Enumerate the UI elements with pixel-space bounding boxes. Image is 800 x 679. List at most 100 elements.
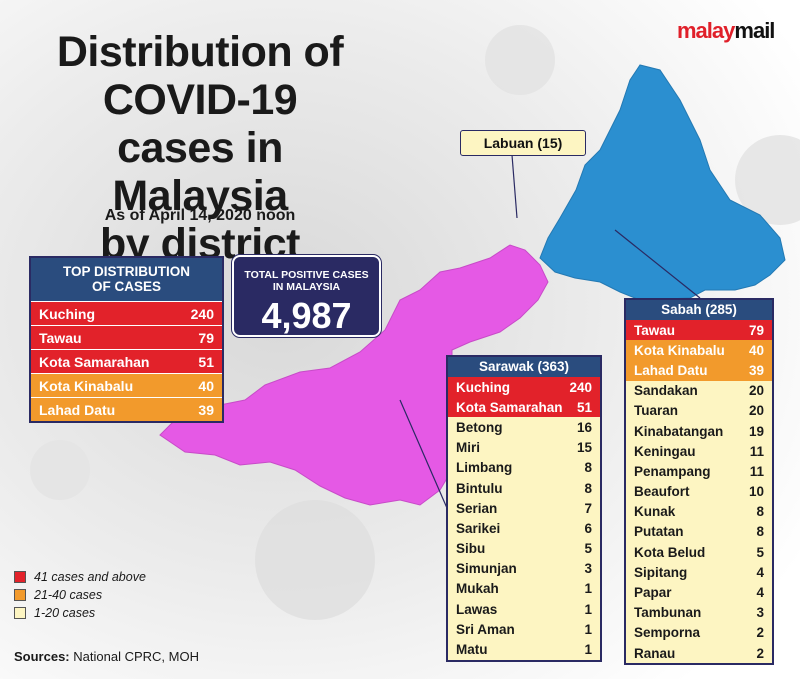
- sabah-district-name: Keningau: [634, 443, 696, 459]
- top-distribution-district-name: Tawau: [39, 329, 82, 346]
- sarawak-table: Sarawak (363) Kuching 240 Kota Samarahan 51…: [446, 355, 602, 662]
- subtitle-date: As of April 14, 2020 noon: [104, 207, 296, 224]
- legend-item: 21-40 cases: [14, 586, 146, 604]
- sabah-district-name: Lahad Datu: [634, 362, 708, 378]
- sabah-row: Kota Belud 5: [626, 542, 772, 563]
- top-distribution-case-count: 51: [198, 353, 214, 370]
- legend-swatch: [14, 571, 26, 583]
- top-distribution-row: Kota Kinabalu 40: [31, 373, 222, 397]
- sarawak-row: Miri 15: [448, 437, 600, 458]
- sarawak-case-count: 16: [576, 419, 592, 435]
- top-distribution-rows: Kuching 240 Tawau 79 Kota Samarahan 51 Kota Ki…: [31, 301, 222, 421]
- sarawak-row: Sibu 5: [448, 538, 600, 559]
- sarawak-district-name: Sri Aman: [456, 621, 515, 637]
- sarawak-row: Lawas 1: [448, 599, 600, 620]
- sabah-case-count: 2: [756, 645, 764, 661]
- top-distribution-row: Kota Samarahan 51: [31, 349, 222, 373]
- sarawak-district-name: Miri: [456, 440, 481, 456]
- top-distribution-district-name: Kota Kinabalu: [39, 377, 134, 394]
- sarawak-case-count: 1: [584, 621, 592, 637]
- sarawak-row: Bintulu 8: [448, 477, 600, 499]
- sabah-district-name: Papar: [634, 585, 672, 601]
- sarawak-rows: Kuching 240 Kota Samarahan 51 Betong 16 Miri 15…: [448, 377, 600, 660]
- sabah-rows: Tawau 79 Kota Kinabalu 40 Lahad Datu 39 Sandak…: [626, 320, 772, 664]
- sabah-district-name: Semporna: [634, 625, 701, 641]
- top-distribution-header-line1: TOP DISTRIBUTION: [62, 264, 190, 279]
- sabah-case-count: 5: [756, 544, 764, 560]
- legend-swatch: [14, 607, 26, 619]
- top-distribution-row: Tawau 79: [31, 325, 222, 349]
- sources-text: National CPRC, MOH: [73, 649, 199, 664]
- sabah-row: Penampang 11: [626, 461, 772, 482]
- sarawak-row: Simunjan 3: [448, 558, 600, 579]
- sarawak-district-name: Matu: [456, 642, 488, 658]
- sarawak-case-count: 3: [584, 561, 592, 577]
- sabah-row: Sandakan 20: [626, 380, 772, 401]
- top-distribution-district-name: Kuching: [39, 305, 95, 322]
- sarawak-district-name: Betong: [456, 419, 503, 435]
- legend: 41 cases and above 21-40 cases 1-20 cases: [14, 568, 146, 622]
- sarawak-row: Kuching 240: [448, 377, 600, 398]
- sarawak-district-name: Simunjan: [456, 561, 517, 577]
- sabah-district-name: Kota Kinabalu: [634, 342, 725, 358]
- top-distribution-row: Kuching 240: [31, 301, 222, 325]
- total-cases-value: 4,987: [261, 295, 352, 336]
- sabah-case-count: 20: [748, 403, 764, 419]
- sabah-case-count: 39: [748, 362, 764, 378]
- sabah-district-name: Kinabatangan: [634, 423, 724, 439]
- sabah-row: Tuaran 20: [626, 400, 772, 421]
- sarawak-district-name: Serian: [456, 500, 498, 516]
- sarawak-case-count: 1: [584, 642, 592, 658]
- sabah-case-count: 2: [756, 625, 764, 641]
- sarawak-row: Sarikei 6: [448, 518, 600, 539]
- sabah-case-count: 8: [756, 524, 764, 540]
- sabah-district-name: Kota Belud: [634, 544, 706, 560]
- sabah-case-count: 11: [749, 463, 764, 479]
- sarawak-case-count: 6: [584, 520, 592, 536]
- labuan-callout: Labuan (15): [460, 130, 586, 156]
- legend-item: 1-20 cases: [14, 604, 146, 622]
- sarawak-case-count: 7: [584, 500, 592, 516]
- sabah-case-count: 4: [756, 564, 764, 580]
- logo-text-mail: mail: [734, 18, 775, 43]
- sarawak-row: Betong 16: [448, 417, 600, 438]
- sabah-row: Beaufort 10: [626, 481, 772, 502]
- sabah-row: Kota Kinabalu 40: [626, 340, 772, 361]
- top-distribution-header: TOP DISTRIBUTION OF CASES: [31, 258, 222, 301]
- sabah-table-header: Sabah (285): [626, 300, 772, 320]
- sarawak-district-name: Bintulu: [456, 480, 503, 496]
- sources-note: Sources: National CPRC, MOH: [14, 649, 199, 664]
- sabah-row: Semporna 2: [626, 622, 772, 643]
- sarawak-district-name: Kota Samarahan: [456, 399, 563, 415]
- sabah-case-count: 11: [749, 443, 764, 459]
- sabah-district-name: Tambunan: [634, 605, 702, 621]
- total-cases-box: TOTAL POSITIVE CASES IN MALAYSIA 4,987: [232, 255, 381, 337]
- sarawak-case-count: 15: [576, 440, 592, 456]
- sabah-district-name: Beaufort: [634, 484, 690, 500]
- legend-item: 41 cases and above: [14, 568, 146, 586]
- top-distribution-header-line2: OF CASES: [91, 279, 161, 294]
- top-distribution-case-count: 40: [198, 377, 214, 394]
- sarawak-district-name: Lawas: [456, 601, 498, 617]
- sabah-case-count: 20: [748, 383, 764, 399]
- sabah-case-count: 8: [756, 504, 764, 520]
- title-line-1: Distribution of: [56, 28, 344, 76]
- sarawak-case-count: 1: [584, 601, 592, 617]
- sabah-row: Kunak 8: [626, 501, 772, 522]
- total-cases-label: TOTAL POSITIVE CASES IN MALAYSIA: [234, 269, 379, 293]
- sabah-row: Kinabatangan 19: [626, 420, 772, 442]
- sabah-case-count: 40: [748, 342, 764, 358]
- sabah-district-name: Kunak: [634, 504, 676, 520]
- sabah-row: Lahad Datu 39: [626, 360, 772, 381]
- sarawak-case-count: 8: [584, 480, 592, 496]
- sabah-map-shape: [539, 64, 786, 301]
- sabah-row: Papar 4: [626, 582, 772, 603]
- sarawak-case-count: 51: [576, 399, 592, 415]
- sarawak-row: Sri Aman 1: [448, 619, 600, 640]
- sabah-district-name: Sipitang: [634, 564, 688, 580]
- sabah-district-name: Putatan: [634, 524, 684, 540]
- sabah-table: Sabah (285) Tawau 79 Kota Kinabalu 40 Lahad …: [624, 298, 774, 666]
- title-line-3: cases in Malaysia: [112, 124, 288, 220]
- sarawak-district-name: Sarikei: [456, 520, 501, 536]
- sabah-district-name: Tuaran: [634, 403, 679, 419]
